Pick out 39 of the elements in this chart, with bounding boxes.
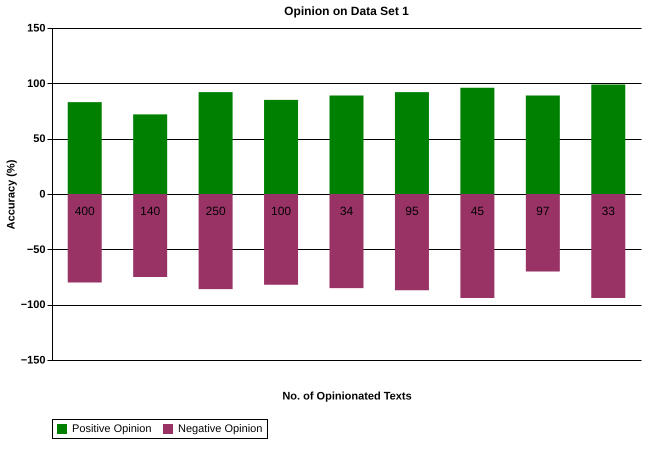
bar <box>394 194 429 290</box>
bar <box>394 92 429 194</box>
bar <box>133 194 168 277</box>
bar <box>460 88 494 194</box>
x-tick-label: 95 <box>405 204 419 218</box>
chart-title: Opinion on Data Set 1 <box>284 4 410 18</box>
bar <box>264 100 298 194</box>
legend-label: Negative Opinion <box>178 423 262 435</box>
bar <box>68 102 102 194</box>
legend-label: Positive Opinion <box>72 423 152 435</box>
x-tick-label: 97 <box>536 204 550 218</box>
bar <box>198 92 233 194</box>
y-tick-label: 150 <box>27 22 46 34</box>
x-tick-label: 250 <box>206 204 226 218</box>
x-tick-label: 33 <box>602 204 616 218</box>
y-tick-label: −150 <box>20 354 46 366</box>
y-tick-label: 0 <box>39 188 46 200</box>
bar <box>526 96 560 194</box>
bar <box>264 194 298 285</box>
bar <box>330 194 364 288</box>
bar <box>591 194 626 298</box>
y-tick-label: −50 <box>26 244 46 256</box>
y-tick-label: 50 <box>33 133 46 146</box>
bar <box>330 96 364 194</box>
y-tick-label: −100 <box>20 299 46 312</box>
x-tick-label: 100 <box>271 204 292 218</box>
bar <box>198 194 233 290</box>
bar <box>68 194 102 283</box>
bar <box>133 114 168 194</box>
x-tick-label: 400 <box>74 204 96 218</box>
x-tick-label: 45 <box>470 204 484 218</box>
y-tick-label: 100 <box>27 78 46 90</box>
bar <box>526 194 560 272</box>
bar <box>591 84 626 194</box>
x-axis-title: No. of Opinionated Texts <box>282 390 412 402</box>
bar <box>460 194 494 298</box>
x-tick-label: 34 <box>340 204 354 218</box>
y-axis-title: Accuracy (%) <box>6 159 18 230</box>
x-tick-label: 140 <box>140 204 160 218</box>
